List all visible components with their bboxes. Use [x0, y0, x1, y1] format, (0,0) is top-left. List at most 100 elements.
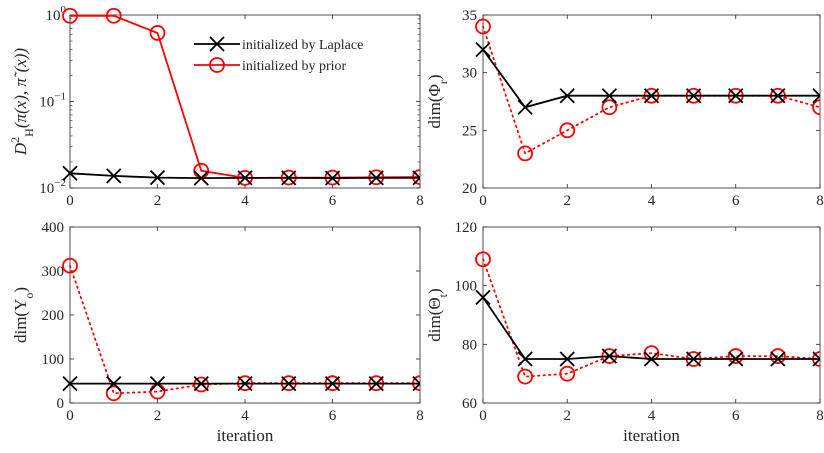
data-point-cross — [643, 88, 660, 104]
data-point-circle — [62, 257, 78, 274]
data-point-cross — [62, 376, 78, 392]
subplot-4: 0 2 4 6 8 60 80 100 120 dim(Θt) iteration — [425, 220, 824, 445]
data-point-cross — [149, 169, 166, 186]
data-point-cross — [475, 289, 491, 306]
data-point-circle — [105, 7, 122, 24]
series-laplace — [475, 289, 820, 367]
y-tick-label: 30 — [462, 66, 477, 82]
y-tick-label: 400 — [42, 220, 65, 236]
data-point-cross — [812, 88, 820, 104]
series-laplace — [62, 376, 420, 392]
x-tick-label: 6 — [732, 193, 740, 209]
data-point-cross — [368, 376, 384, 392]
data-point-cross — [62, 165, 78, 181]
series-line — [69, 264, 420, 395]
data-point-cross — [685, 88, 702, 104]
y-tick-label: 60 — [462, 396, 477, 412]
series-line — [482, 258, 820, 378]
data-point-circle — [517, 368, 534, 385]
data-point-circle — [559, 122, 576, 139]
data-point-cross — [559, 351, 575, 367]
data-point-circle — [601, 99, 618, 116]
data-point-circle — [193, 376, 210, 393]
y-tick-label: 100 — [42, 352, 65, 368]
x-tick-label: 8 — [416, 193, 424, 209]
data-point-cross — [412, 170, 420, 186]
data-point-cross — [149, 376, 166, 392]
y-tick-label: 300 — [42, 264, 65, 280]
data-point-cross — [601, 348, 618, 364]
x-tick-label: 0 — [66, 193, 74, 209]
data-point-cross — [559, 88, 575, 104]
x-tick-label: 8 — [416, 408, 424, 424]
data-point-cross — [770, 88, 786, 104]
series-laplace — [475, 41, 820, 115]
x-tick-label: 2 — [564, 408, 572, 424]
data-point-cross — [412, 376, 420, 392]
y-tick-label: 10−2 — [39, 177, 66, 197]
legend-marker-circle — [209, 57, 225, 73]
series-prior — [62, 7, 420, 186]
y-tick-label: 0 — [57, 396, 65, 412]
y-axis-label: dim(Φr) — [425, 74, 450, 128]
subplot-1: 0 2 4 6 8 10−2 10−1 100 D2H(π(x), π˜(x)) initiali… — [8, 4, 424, 209]
data-point-circle — [812, 99, 820, 116]
axes-box — [482, 14, 821, 189]
x-tick-label: 4 — [241, 193, 249, 209]
y-tick-label: 80 — [462, 337, 477, 353]
y-tick-label: 100 — [455, 279, 478, 295]
data-point-cross — [812, 351, 820, 367]
y-axis-label: D2H(π(x), π˜(x)) — [8, 48, 36, 157]
y-tick-label: 10−1 — [39, 91, 66, 111]
data-point-cross — [601, 88, 618, 104]
x-tick-label: 0 — [479, 193, 487, 209]
y-tick-label: 100 — [46, 4, 67, 24]
legend: initialized by Laplace initialized by pri… — [194, 36, 363, 74]
x-tick-label: 2 — [154, 408, 162, 424]
data-point-circle — [475, 18, 491, 35]
data-point-circle — [62, 7, 78, 24]
data-point-cross — [685, 351, 702, 367]
legend-label: initialized by prior — [242, 59, 347, 74]
data-point-cross — [193, 376, 209, 392]
legend-label: initialized by Laplace — [242, 38, 363, 53]
data-point-cross — [106, 168, 122, 184]
x-tick-label: 4 — [648, 193, 656, 209]
series-line — [482, 296, 820, 360]
series-line — [482, 25, 820, 155]
y-axis-label: dim(Θt) — [425, 288, 450, 341]
data-point-circle — [517, 145, 534, 162]
x-tick-label: 0 — [479, 408, 487, 424]
y-tick-label: 35 — [462, 8, 477, 24]
x-tick-label: 6 — [732, 408, 740, 424]
data-point-cross — [281, 170, 297, 186]
data-point-circle — [727, 348, 744, 364]
x-axis-label: iteration — [623, 426, 680, 445]
data-point-cross — [368, 170, 384, 186]
x-tick-label: 8 — [816, 193, 824, 209]
data-point-cross — [728, 88, 744, 104]
x-tick-label: 0 — [66, 408, 74, 424]
x-tick-label: 6 — [329, 193, 337, 209]
data-point-circle — [769, 348, 786, 364]
series-laplace — [62, 165, 420, 186]
data-point-cross — [643, 351, 660, 367]
y-tick-label: 120 — [455, 220, 478, 236]
x-tick-label: 4 — [241, 408, 249, 424]
y-tick-label: 20 — [462, 181, 477, 197]
data-point-cross — [324, 376, 341, 392]
data-point-cross — [281, 376, 297, 392]
data-point-circle — [475, 251, 491, 268]
x-tick-label: 6 — [329, 408, 337, 424]
data-point-cross — [728, 351, 744, 367]
x-tick-label: 2 — [564, 193, 572, 209]
y-tick-label: 25 — [462, 123, 477, 139]
subplot-2: 0 2 4 6 8 20 25 30 35 dim(Φr) — [425, 8, 824, 209]
legend-marker-cross — [209, 36, 225, 52]
data-point-circle — [149, 25, 166, 41]
x-tick-label: 4 — [648, 408, 656, 424]
data-point-cross — [517, 351, 533, 367]
data-point-cross — [237, 376, 253, 392]
data-point-circle — [559, 365, 576, 382]
